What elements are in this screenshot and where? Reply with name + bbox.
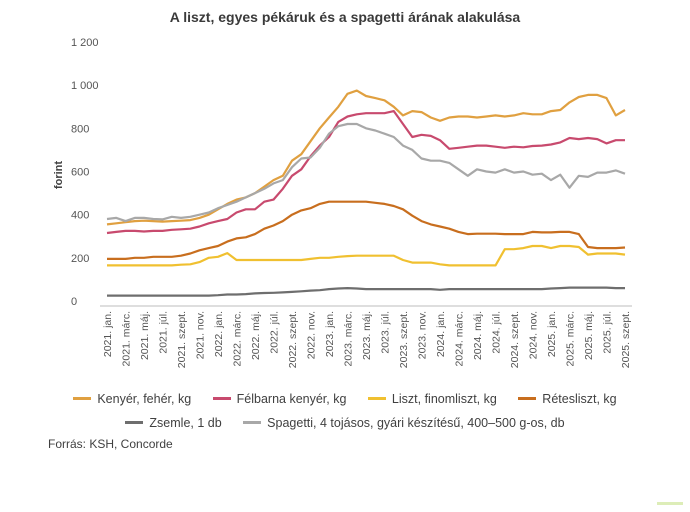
- legend-swatch: [125, 421, 144, 424]
- x-tick-label: 2023. júl.: [380, 311, 392, 354]
- x-tick-label: 2024. jan.: [435, 311, 447, 357]
- legend-item-zsemle[interactable]: Zsemle, 1 db: [125, 415, 222, 430]
- x-tick-label: 2025. márc.: [565, 311, 577, 366]
- y-tick-label: 400: [71, 210, 89, 222]
- series-lines: [106, 89, 626, 297]
- x-tick-label: 2021. szept.: [176, 311, 188, 368]
- legend-item-kenyer-feher[interactable]: Kenyér, fehér, kg: [73, 392, 191, 406]
- watermark-logo: [657, 502, 683, 505]
- legend-label: Kenyér, fehér, kg: [97, 391, 192, 406]
- legend-label: Félbarna kenyér, kg: [236, 391, 347, 406]
- y-tick-label: 1 000: [71, 80, 99, 92]
- series-line-0: [106, 89, 626, 226]
- legend-item-felbarna-kenyer[interactable]: Félbarna kenyér, kg: [212, 391, 347, 406]
- y-axis-ticks: 0 200 400 600 800 1 000 1 200: [71, 37, 99, 308]
- x-tick-label: 2022. szept.: [287, 311, 299, 368]
- legend-item-liszt[interactable]: Liszt, finomliszt, kg: [367, 391, 497, 406]
- x-axis-ticks: 2021. jan. 2021. márc. 2021. máj. 2021. júl…: [102, 311, 632, 368]
- x-tick-label: 2024. máj.: [472, 311, 484, 360]
- legend-swatch: [73, 397, 92, 400]
- legend-swatch: [518, 397, 537, 400]
- x-tick-label: 2023. nov.: [417, 311, 429, 359]
- series-line-2: [107, 244, 626, 267]
- legend-label: Zsemle, 1 db: [149, 415, 222, 430]
- x-tick-label: 2024. szept.: [509, 311, 521, 368]
- x-tick-label: 2022. jan.: [213, 311, 225, 357]
- x-tick-label: 2022. máj.: [250, 311, 262, 360]
- x-tick-label: 2024. márc.: [454, 311, 466, 366]
- legend-item-retesliszt[interactable]: Rétesliszt, kg: [518, 391, 617, 406]
- legend-swatch: [243, 421, 262, 424]
- x-tick-label: 2023. márc.: [343, 311, 355, 366]
- x-tick-label: 2021. jan.: [102, 311, 114, 357]
- y-tick-label: 0: [71, 296, 77, 308]
- y-tick-label: 200: [71, 253, 89, 265]
- series-line-4: [107, 286, 625, 297]
- x-tick-label: 2022. márc.: [232, 311, 244, 366]
- x-tick-label: 2025. szept.: [620, 311, 632, 368]
- legend-swatch: [212, 397, 231, 400]
- x-tick-label: 2022. nov.: [306, 311, 318, 359]
- legend-label: Rétesliszt, kg: [542, 391, 617, 406]
- x-tick-label: 2021. júl.: [158, 311, 170, 354]
- x-tick-label: 2024. júl.: [491, 311, 503, 354]
- legend-item-spagetti[interactable]: Spagetti, 4 tojásos, gyári készítésű, 40…: [243, 415, 565, 430]
- chart-plot: 0 200 400 600 800 1 000 1 200 forint 2021. jan…: [53, 37, 632, 368]
- source-note: Forrás: KSH, Concorde: [48, 437, 173, 451]
- legend-row-2: Zsemle, 1 db Spagetti, 4 tojásos, gyári …: [0, 413, 690, 430]
- series-line-5: [106, 122, 626, 223]
- x-tick-label: 2021. nov.: [195, 311, 207, 359]
- x-tick-label: 2021. márc.: [121, 311, 133, 366]
- legend-row-1: Kenyér, fehér, kg Félbarna kenyér, kg Li…: [0, 389, 690, 406]
- x-tick-label: 2023. szept.: [398, 311, 410, 368]
- x-tick-label: 2023. jan.: [324, 311, 336, 357]
- x-tick-label: 2021. máj.: [139, 311, 151, 360]
- series-line-1: [106, 109, 625, 235]
- chart-title: A liszt, egyes pékáruk és a spagetti árá…: [169, 9, 521, 25]
- y-axis-label: forint: [53, 161, 65, 189]
- series-line-3: [107, 200, 626, 260]
- y-tick-label: 1 200: [71, 37, 99, 49]
- legend-label: Spagetti, 4 tojásos, gyári készítésű, 40…: [267, 415, 565, 430]
- x-tick-label: 2025. júl.: [602, 311, 614, 354]
- y-tick-label: 600: [71, 167, 89, 179]
- x-tick-label: 2022. júl.: [269, 311, 281, 354]
- legend-swatch: [367, 397, 386, 400]
- x-tick-label: 2025. máj.: [583, 311, 595, 360]
- x-tick-label: 2024. nov.: [528, 311, 540, 359]
- y-tick-label: 800: [71, 123, 89, 135]
- x-tick-label: 2025. jan.: [546, 311, 558, 357]
- legend-label: Liszt, finomliszt, kg: [391, 391, 497, 406]
- x-tick-label: 2023. máj.: [361, 311, 373, 360]
